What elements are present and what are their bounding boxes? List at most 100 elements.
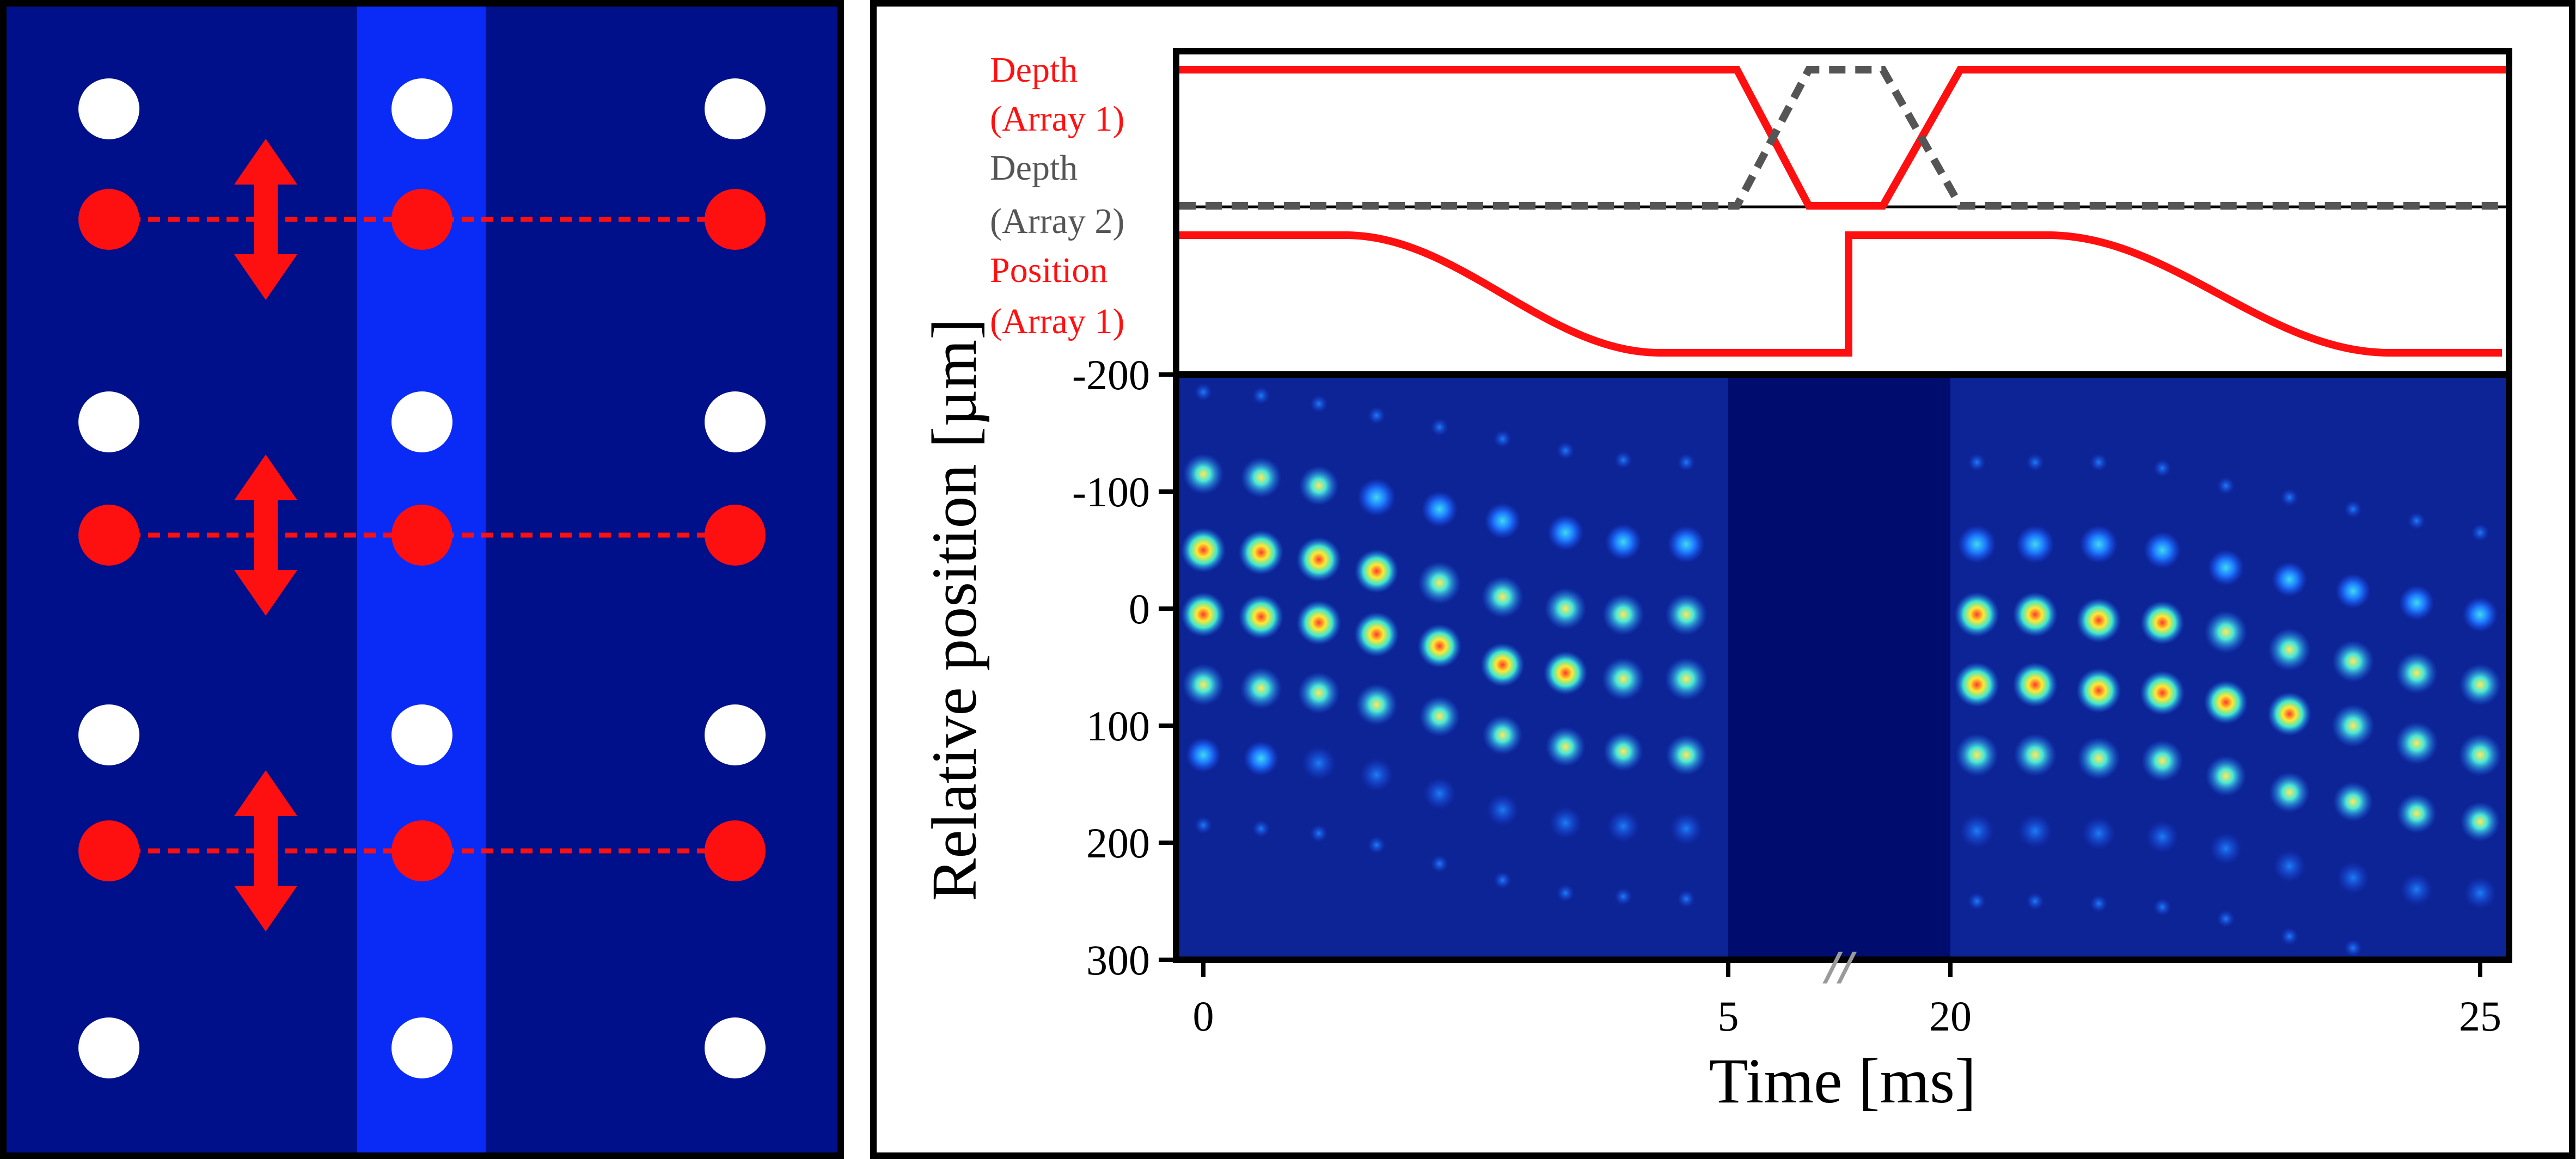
schematic-red-atom	[78, 189, 139, 250]
heatmap-spot	[2333, 782, 2373, 822]
heatmap-spot-faint	[1557, 441, 1575, 459]
schematic-beam-highlight	[357, 7, 486, 1152]
heatmap-spot-faint	[1195, 816, 1212, 834]
heatmap-spot-faint	[1252, 820, 1270, 838]
heatmap-spot	[2460, 801, 2500, 842]
heatmap-spot-faint	[1368, 407, 1386, 425]
y-tick-label: 300	[1086, 936, 1150, 984]
schematic-white-atom	[391, 1017, 452, 1078]
schematic-red-atom	[705, 505, 766, 566]
schematic-white-atom	[705, 704, 766, 765]
schematic-white-atom	[391, 391, 452, 452]
heatmap-spot	[1954, 592, 1999, 637]
schematic-white-atom	[78, 1017, 139, 1078]
heatmap-spot	[1354, 612, 1399, 657]
heatmap-spot-faint	[1310, 395, 1328, 413]
heatmap-spot	[2146, 820, 2179, 853]
heatmap-spot-faint	[2471, 524, 2489, 542]
heatmap-spot	[2016, 525, 2054, 563]
heatmap-spot	[2082, 817, 2115, 850]
heatmap-spot	[1607, 810, 1639, 843]
heatmap-spot	[1545, 727, 1586, 767]
heatmap-spot	[2335, 573, 2371, 609]
heatmap-spot	[1299, 465, 1339, 506]
heatmap-spot	[1603, 731, 1643, 771]
x-tick-label: 20	[1929, 992, 1972, 1040]
heatmap-spot	[2076, 668, 2121, 713]
heatmap-spot	[2462, 597, 2498, 632]
heatmap-spot	[2077, 737, 2120, 780]
heatmap-spot	[2204, 680, 2248, 725]
heatmap-spot-faint	[1430, 418, 1448, 436]
heatmap-spot-faint	[2280, 928, 2298, 945]
y-tick-label: -100	[1072, 468, 1150, 516]
heatmap-spot	[2140, 600, 2185, 645]
heatmap-spot	[1360, 758, 1393, 792]
schematic-red-atom	[705, 820, 766, 881]
heatmap-spot	[2207, 549, 2244, 586]
heatmap-spot	[1238, 530, 1284, 575]
heatmap-spot	[1419, 696, 1460, 737]
heatmap-spot	[1957, 525, 1996, 563]
heatmap-spot-faint	[2090, 453, 2108, 471]
heatmap-spot	[2332, 704, 2375, 747]
heatmap-spot	[1670, 812, 1703, 845]
heatmap-spot	[2395, 652, 2438, 694]
schematic-red-atom	[391, 189, 452, 250]
heatmap-spot	[1482, 576, 1523, 618]
schematic-white-atom	[705, 391, 766, 452]
double-vertical-arrow-icon	[234, 455, 297, 616]
heatmap-spot-faint	[1252, 387, 1270, 404]
heatmap-spot-faint	[1195, 383, 1212, 401]
heatmap-spot	[1665, 593, 1708, 636]
heatmap-spot-faint	[2217, 910, 2235, 928]
heatmap-spot-faint	[2280, 488, 2298, 506]
schematic-red-atom	[78, 505, 139, 566]
heatmap-spot-faint	[2153, 898, 2171, 916]
label-depth-array2-line1: Depth	[990, 148, 1078, 188]
heatmap-spot	[1296, 537, 1342, 582]
heatmap-spot	[1960, 814, 1994, 848]
heatmap-spot-faint	[1494, 430, 1512, 448]
heatmap-spot-faint	[2026, 453, 2044, 471]
heatmap-spot-faint	[1968, 892, 1986, 910]
heatmap-spot	[1666, 734, 1707, 776]
heatmap-spot	[2140, 670, 2185, 715]
schematic-white-atom	[78, 704, 139, 765]
heatmap-spot	[2267, 692, 2311, 736]
schematic-panel	[0, 0, 844, 1159]
schematic-red-atom	[705, 189, 766, 250]
heatmap-spot	[1418, 561, 1461, 604]
heatmap-spot-faint	[2090, 894, 2108, 912]
schematic-red-atom	[391, 820, 452, 881]
heatmap-spot-faint	[2344, 500, 2362, 518]
heatmap-spot	[1355, 683, 1398, 726]
heatmap-spot	[1543, 651, 1588, 695]
y-axis-ticks: -200 -100 0 100 200 300	[1072, 351, 1176, 984]
heatmap-spot	[2205, 755, 2247, 796]
heatmap-spot	[1301, 746, 1336, 781]
heatmap-spot	[1667, 525, 1705, 563]
heatmap-spot	[1547, 514, 1584, 551]
heatmap-spot	[2399, 585, 2434, 621]
heatmap-spot	[1240, 667, 1282, 709]
heatmap-frame	[1173, 371, 2512, 963]
heatmap-spot	[1484, 502, 1521, 539]
heatmap-spot	[2014, 733, 2057, 777]
heatmap-spot	[1296, 600, 1342, 645]
heatmap-gap-band	[1728, 375, 1950, 960]
heatmap-spot	[2337, 862, 2369, 894]
heatmap-spot	[2268, 628, 2311, 671]
heatmap-spot-faint	[2153, 459, 2171, 477]
schematic-red-atom	[78, 820, 139, 881]
schematic-white-atom	[78, 78, 139, 139]
heatmap-spot	[2210, 832, 2242, 865]
heatmap-spot	[1955, 733, 1998, 777]
trace-position-array1	[1179, 231, 2502, 357]
trace-panel-frame	[1173, 48, 2512, 378]
heatmap-spot-faint	[1310, 824, 1328, 842]
heatmap-spot-faint	[1430, 855, 1448, 873]
heatmap-spot-faint	[2026, 892, 2044, 910]
label-position-array1-line1: Position	[990, 250, 1108, 290]
heatmap-spot	[1480, 643, 1525, 687]
